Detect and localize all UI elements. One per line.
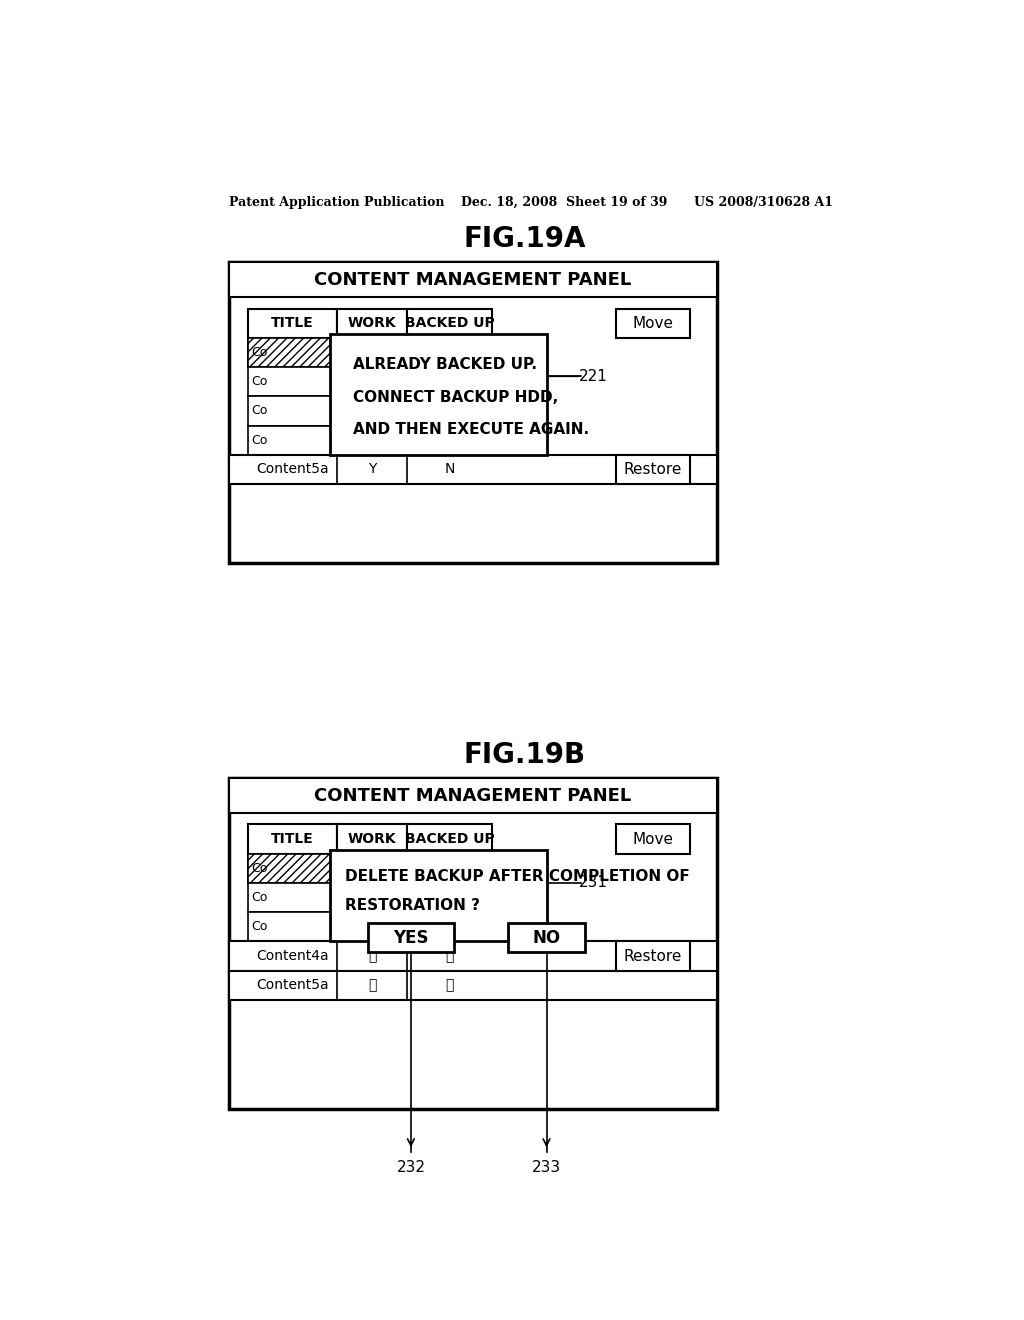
- Text: 221: 221: [579, 368, 607, 384]
- Bar: [499, 376, 515, 414]
- Bar: [248, 309, 337, 338]
- Text: AND THEN EXECUTE AGAIN.: AND THEN EXECUTE AGAIN.: [352, 422, 589, 437]
- Bar: [228, 941, 717, 970]
- Bar: [248, 912, 493, 941]
- Text: Y: Y: [368, 462, 376, 477]
- Text: ALREADY BACKED UP.: ALREADY BACKED UP.: [352, 358, 537, 372]
- Text: RESTORATION ?: RESTORATION ?: [345, 898, 480, 913]
- Text: Co: Co: [251, 920, 267, 933]
- Bar: [228, 455, 717, 484]
- Bar: [330, 850, 547, 941]
- Text: Co: Co: [251, 434, 267, 446]
- Text: Restore: Restore: [624, 462, 682, 477]
- Text: 有: 有: [368, 978, 376, 993]
- Text: Move: Move: [633, 832, 674, 846]
- Bar: [499, 414, 515, 453]
- Text: CONTENT MANAGEMENT PANEL: CONTENT MANAGEMENT PANEL: [314, 787, 632, 805]
- Bar: [248, 425, 493, 455]
- Bar: [499, 854, 515, 883]
- Bar: [616, 309, 690, 338]
- Text: US 2008/310628 A1: US 2008/310628 A1: [693, 195, 833, 209]
- Text: 231: 231: [579, 875, 607, 891]
- Bar: [248, 338, 493, 367]
- Bar: [248, 854, 337, 883]
- Bar: [248, 883, 493, 912]
- Bar: [616, 941, 690, 970]
- Text: CONNECT BACKUP HDD,: CONNECT BACKUP HDD,: [352, 389, 558, 405]
- Text: Move: Move: [633, 315, 674, 331]
- Text: Content5a: Content5a: [256, 978, 329, 993]
- Text: TITLE: TITLE: [271, 317, 314, 330]
- Bar: [248, 825, 337, 854]
- Text: WORK: WORK: [348, 317, 396, 330]
- Text: NO: NO: [532, 929, 560, 946]
- Bar: [407, 309, 493, 338]
- Bar: [337, 825, 407, 854]
- Text: Co: Co: [251, 891, 267, 904]
- Bar: [248, 396, 493, 425]
- Text: 232: 232: [396, 1159, 425, 1175]
- Text: Co: Co: [251, 404, 267, 417]
- Text: DELETE BACKUP AFTER COMPLETION OF: DELETE BACKUP AFTER COMPLETION OF: [345, 870, 690, 884]
- Bar: [228, 970, 717, 1001]
- Text: WORK: WORK: [348, 832, 396, 846]
- Text: N: N: [444, 462, 455, 477]
- Bar: [337, 309, 407, 338]
- Text: 233: 233: [531, 1159, 561, 1175]
- Text: 有: 有: [368, 949, 376, 964]
- Bar: [616, 825, 690, 854]
- Text: YES: YES: [393, 929, 429, 946]
- Text: Content5a: Content5a: [256, 462, 329, 477]
- Bar: [330, 334, 547, 455]
- Bar: [228, 263, 717, 297]
- Text: FIG.19A: FIG.19A: [464, 226, 586, 253]
- Bar: [228, 779, 717, 813]
- Bar: [499, 883, 515, 912]
- Text: BACKED UP: BACKED UP: [404, 317, 495, 330]
- Text: FIG.19B: FIG.19B: [464, 741, 586, 770]
- Text: Restore: Restore: [624, 949, 682, 964]
- Text: CONTENT MANAGEMENT PANEL: CONTENT MANAGEMENT PANEL: [314, 271, 632, 289]
- Bar: [248, 854, 493, 883]
- Bar: [616, 455, 690, 484]
- Bar: [248, 338, 337, 367]
- Bar: [248, 367, 493, 396]
- Bar: [499, 338, 515, 376]
- Bar: [499, 912, 515, 941]
- Text: Co: Co: [251, 346, 267, 359]
- Bar: [228, 779, 717, 1109]
- Bar: [228, 263, 717, 562]
- Text: BACKED UP: BACKED UP: [404, 832, 495, 846]
- Text: Co: Co: [251, 375, 267, 388]
- Text: Co: Co: [251, 862, 267, 875]
- Text: 無: 無: [445, 978, 454, 993]
- Bar: [407, 825, 493, 854]
- Bar: [369, 923, 454, 952]
- Text: Dec. 18, 2008  Sheet 19 of 39: Dec. 18, 2008 Sheet 19 of 39: [461, 195, 668, 209]
- Bar: [508, 923, 586, 952]
- Text: 有: 有: [445, 949, 454, 964]
- Text: Content4a: Content4a: [256, 949, 329, 964]
- Text: Patent Application Publication: Patent Application Publication: [228, 195, 444, 209]
- Text: TITLE: TITLE: [271, 832, 314, 846]
